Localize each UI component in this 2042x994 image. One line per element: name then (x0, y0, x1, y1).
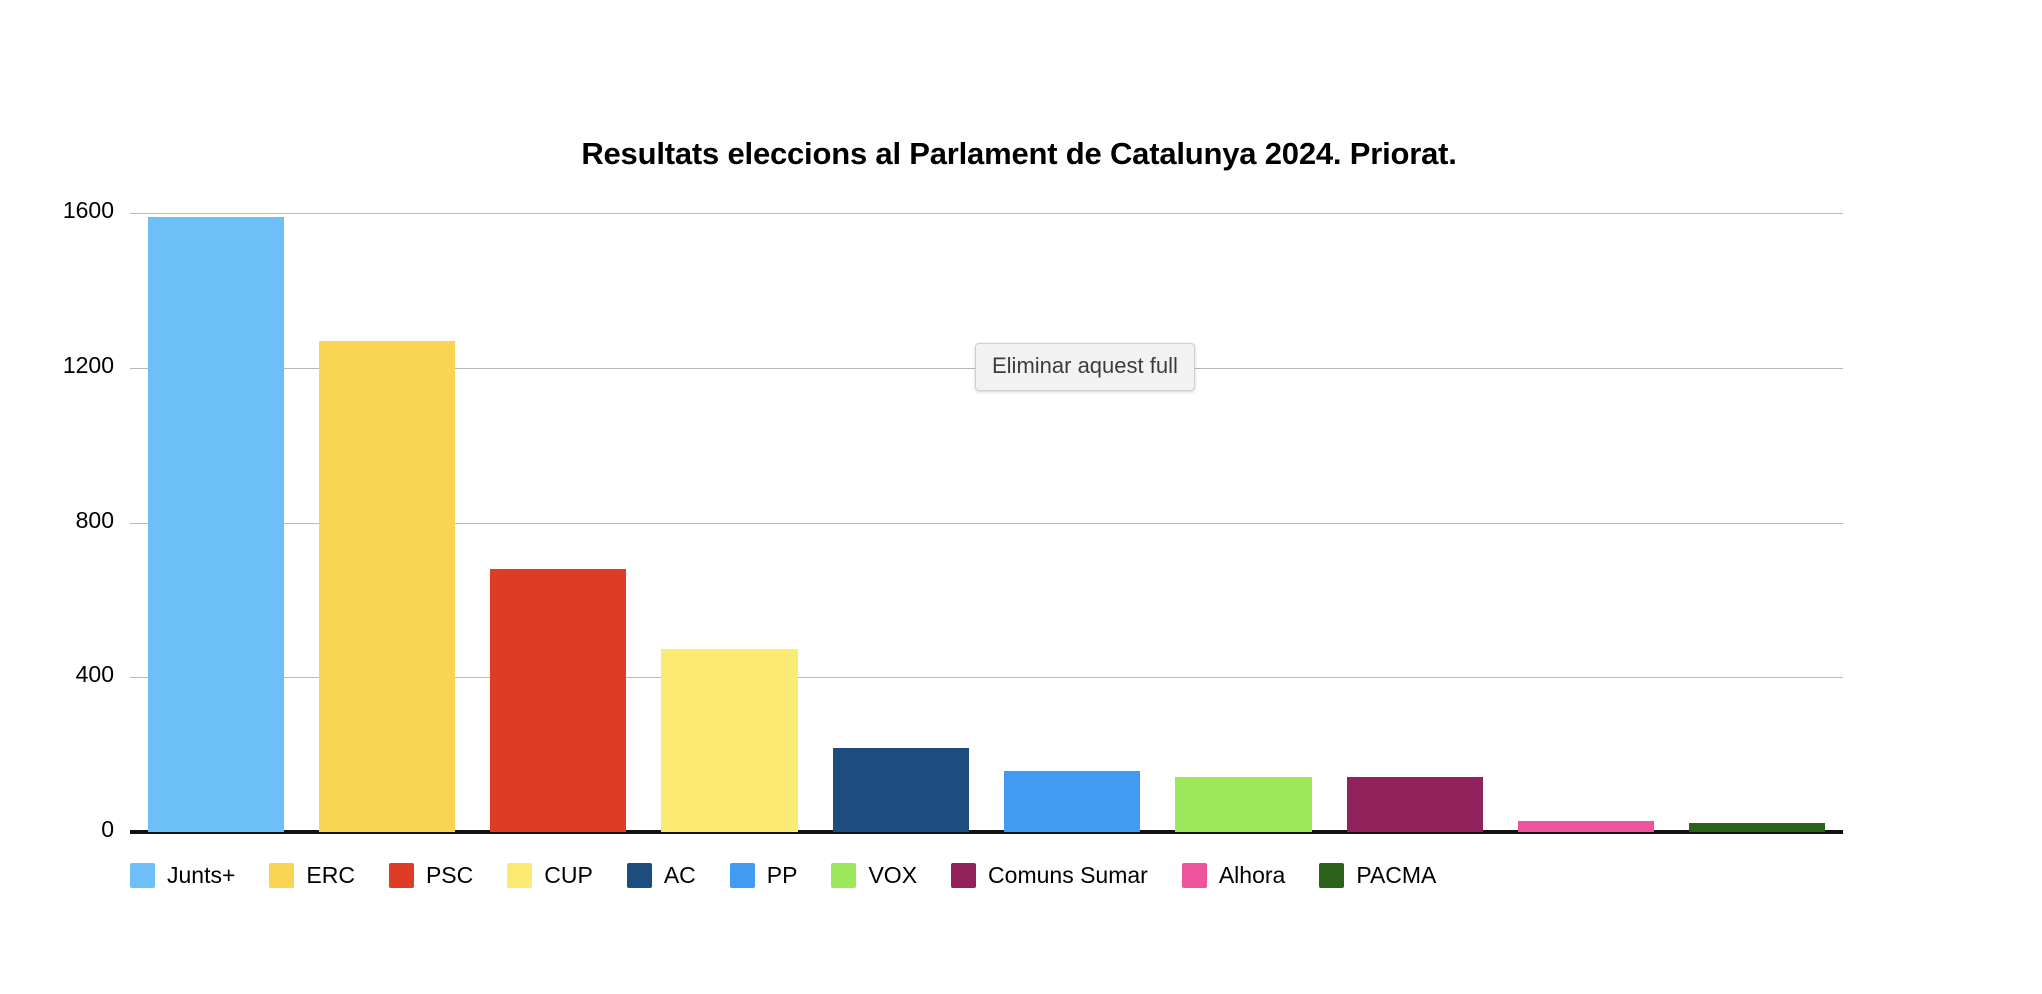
chart-legend: Junts+ ERC PSC CUP AC PP VOX Comuns Sumar Alhora… (130, 858, 1843, 892)
legend-item-erc[interactable]: ERC (269, 862, 355, 889)
legend-swatch-icon (507, 862, 533, 888)
bar-psc[interactable] (490, 568, 627, 832)
legend-item-pacma[interactable]: PACMA (1319, 862, 1436, 889)
legend-label: Junts+ (167, 861, 236, 888)
gridline (130, 677, 1843, 679)
legend-label: ERC (306, 861, 355, 888)
bar-ac[interactable] (832, 748, 969, 832)
legend-label: PSC (425, 861, 474, 888)
y-axis-tick-label: 1200 (62, 351, 114, 378)
bar-vox[interactable] (1175, 777, 1312, 832)
chart-title-text: Resultats eleccions al Parlament de Cata… (581, 136, 1457, 171)
y-axis-tick-label: 800 (75, 506, 114, 533)
gridline (130, 522, 1843, 524)
bar-pp[interactable] (1004, 770, 1141, 832)
legend-item-comuns-sumar[interactable]: Comuns Sumar (951, 862, 1148, 889)
legend-item-pp[interactable]: PP (729, 861, 798, 889)
legend-swatch-icon (729, 862, 755, 888)
legend-label: AC (663, 861, 696, 888)
legend-item-ac[interactable]: AC (626, 861, 696, 889)
y-axis-tick-label: 1600 (62, 197, 114, 223)
tooltip-label: Eliminar aquest full (992, 353, 1178, 378)
plot-area: 0 400 800 1200 1600 (63, 197, 1843, 842)
gridline (130, 213, 1843, 214)
y-axis-tick-label: 0 (101, 816, 114, 842)
legend-item-junts-[interactable]: Junts+ (130, 862, 235, 889)
legend-swatch-icon (831, 862, 857, 888)
legend-swatch-icon (388, 862, 414, 888)
bar-alhora[interactable] (1517, 821, 1655, 832)
legend-label: Alhora (1218, 861, 1286, 888)
bar-pacma[interactable] (1689, 823, 1826, 832)
legend-swatch-icon (626, 862, 652, 888)
legend-label: VOX (868, 861, 918, 888)
legend-label: Comuns Sumar (988, 861, 1148, 888)
legend-item-vox[interactable]: VOX (831, 862, 917, 889)
legend-item-cup[interactable]: CUP (507, 862, 593, 889)
tooltip-eliminar-full: Eliminar aquest full (975, 343, 1195, 391)
y-axis-tick-label: 400 (75, 661, 114, 688)
x-axis-line (130, 830, 1843, 834)
bar-cup[interactable] (661, 649, 798, 832)
legend-label: PACMA (1356, 861, 1437, 888)
legend-swatch-icon (130, 862, 155, 888)
bar-comuns-sumar[interactable] (1346, 777, 1483, 832)
bar-erc[interactable] (318, 340, 456, 832)
legend-item-psc[interactable]: PSC (388, 861, 474, 889)
legend-label: PP (766, 861, 798, 888)
legend-label: CUP (544, 861, 593, 888)
legend-swatch-icon (269, 862, 295, 888)
legend-swatch-icon (1181, 862, 1207, 888)
page-title: Resultats eleccions al Parlament de Cata… (0, 136, 2042, 172)
bar-junts-[interactable] (147, 216, 284, 832)
legend-swatch-icon (951, 862, 977, 888)
legend-swatch-icon (1319, 862, 1345, 888)
legend-item-alhora[interactable]: Alhora (1181, 861, 1286, 889)
